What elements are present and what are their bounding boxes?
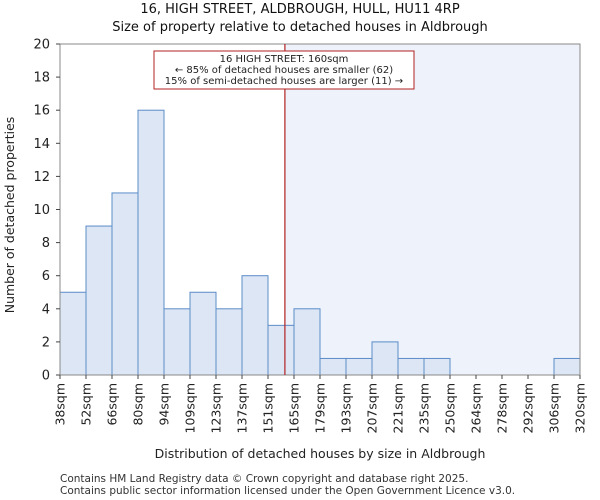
- histogram-bar-179sqm: [319, 357, 347, 376]
- y-tick-label: 16: [33, 104, 50, 119]
- y-axis-label: Number of detached properties: [2, 117, 17, 314]
- y-tick-label: 8: [42, 236, 50, 251]
- annotation-box: [153, 50, 415, 90]
- x-axis-label: Distribution of detached houses by size …: [155, 446, 486, 461]
- histogram-bar-123sqm: [215, 308, 243, 376]
- histogram-bar-151sqm: [267, 324, 295, 376]
- histogram-bar-52sqm: [85, 225, 113, 376]
- histogram-bar-306sqm: [553, 357, 581, 376]
- x-tick-label-80sqm: 80sqm: [131, 383, 146, 426]
- y-tick-label: 12: [33, 170, 50, 185]
- x-tick-label-306sqm: 306sqm: [547, 383, 562, 433]
- y-tick-label: 6: [42, 269, 50, 284]
- footer-licence: Contains public sector information licen…: [60, 485, 516, 497]
- y-tick-label: 2: [42, 335, 50, 350]
- y-tick-label: 4: [42, 302, 50, 317]
- x-tick-label-193sqm: 193sqm: [339, 383, 354, 433]
- y-tick-label: 18: [33, 71, 50, 86]
- x-tick-label-221sqm: 221sqm: [391, 383, 406, 433]
- x-tick-label-320sqm: 320sqm: [573, 383, 588, 433]
- y-tick-label: 10: [33, 203, 50, 218]
- x-tick-label-278sqm: 278sqm: [495, 383, 510, 433]
- chart-title: 16, HIGH STREET, ALDBROUGH, HULL, HU11 4…: [140, 2, 460, 17]
- x-tick-label-264sqm: 264sqm: [469, 383, 484, 433]
- histogram-bar-80sqm: [137, 109, 165, 376]
- footer-copyright: Contains HM Land Registry data © Crown c…: [60, 473, 469, 485]
- x-tick-label-151sqm: 151sqm: [261, 383, 276, 433]
- x-tick-label-250sqm: 250sqm: [443, 383, 458, 433]
- highlight-region: [284, 44, 580, 375]
- x-tick-label-66sqm: 66sqm: [105, 383, 120, 426]
- x-tick-label-123sqm: 123sqm: [209, 383, 224, 433]
- annotation-line-3: 15% of semi-detached houses are larger (…: [165, 76, 403, 87]
- histogram-bar-66sqm: [111, 192, 139, 376]
- x-tick-label-94sqm: 94sqm: [157, 383, 172, 426]
- histogram-bar-193sqm: [345, 357, 373, 376]
- histogram-bar-235sqm: [423, 357, 451, 376]
- histogram-bar-94sqm: [163, 308, 191, 376]
- x-tick-label-179sqm: 179sqm: [313, 383, 328, 433]
- x-tick-label-137sqm: 137sqm: [235, 383, 250, 433]
- y-tick-label: 14: [33, 137, 50, 152]
- x-tick-label-292sqm: 292sqm: [521, 383, 536, 433]
- x-tick-label-38sqm: 38sqm: [53, 383, 68, 426]
- histogram-bar-221sqm: [397, 357, 425, 376]
- annotation-line-2: ← 85% of detached houses are smaller (62…: [175, 65, 393, 76]
- histogram-bar-207sqm: [371, 341, 399, 376]
- x-tick-label-207sqm: 207sqm: [365, 383, 380, 433]
- histogram-bar-109sqm: [189, 291, 217, 376]
- x-tick-label-109sqm: 109sqm: [183, 383, 198, 433]
- histogram-bar-137sqm: [241, 275, 269, 376]
- x-tick-label-52sqm: 52sqm: [79, 383, 94, 426]
- y-tick-label: 0: [42, 369, 50, 384]
- x-tick-label-165sqm: 165sqm: [287, 383, 302, 433]
- chart-subtitle: Size of property relative to detached ho…: [112, 20, 488, 35]
- annotation-line-1: 16 HIGH STREET: 160sqm: [220, 54, 349, 65]
- histogram-bar-38sqm: [59, 291, 87, 376]
- x-tick-label-235sqm: 235sqm: [417, 383, 432, 433]
- histogram-bar-165sqm: [293, 308, 321, 376]
- y-tick-label: 20: [33, 38, 50, 53]
